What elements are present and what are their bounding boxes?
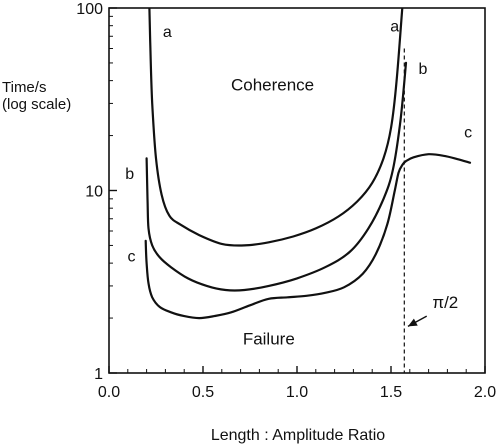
- y-tick-label: 10: [85, 184, 103, 201]
- x-tick-label: 0.5: [192, 384, 214, 401]
- plot-frame: [108, 7, 486, 374]
- curve-label-b: b: [419, 61, 428, 78]
- coherence-region-label: Coherence: [231, 76, 314, 95]
- series-line-c: [144, 153, 472, 320]
- pi-over-2-arrow-head: [407, 318, 418, 327]
- curve-label-a: a: [163, 24, 172, 41]
- plot-area: 0.0 0.5 1.0 1.5 2.0 1 10 100 a a b b c c Coherence Fail…: [76, 1, 496, 401]
- y-axis-label-line-1: Time/s: [2, 79, 46, 96]
- curve-label-b: b: [125, 166, 134, 183]
- x-axis-label: Length : Amplitude Ratio: [211, 427, 385, 444]
- x-tick-label: 1.5: [380, 384, 402, 401]
- series-line-a: [148, 8, 404, 247]
- curve-label-a: a: [390, 19, 399, 36]
- x-tick-label: 0.0: [98, 384, 120, 401]
- failure-region-label: Failure: [243, 329, 295, 348]
- x-tick-label: 1.0: [286, 384, 308, 401]
- x-tick-label: 2.0: [474, 384, 496, 401]
- y-tick-label: 1: [94, 366, 103, 383]
- y-tick-label: 100: [76, 1, 103, 18]
- pi-over-2-annotation: π/2: [432, 293, 458, 312]
- y-axis-label-line-2: (log scale): [2, 96, 71, 113]
- curve-label-c: c: [128, 249, 136, 266]
- curve-label-c: c: [464, 125, 472, 142]
- series-line-b: [145, 61, 408, 292]
